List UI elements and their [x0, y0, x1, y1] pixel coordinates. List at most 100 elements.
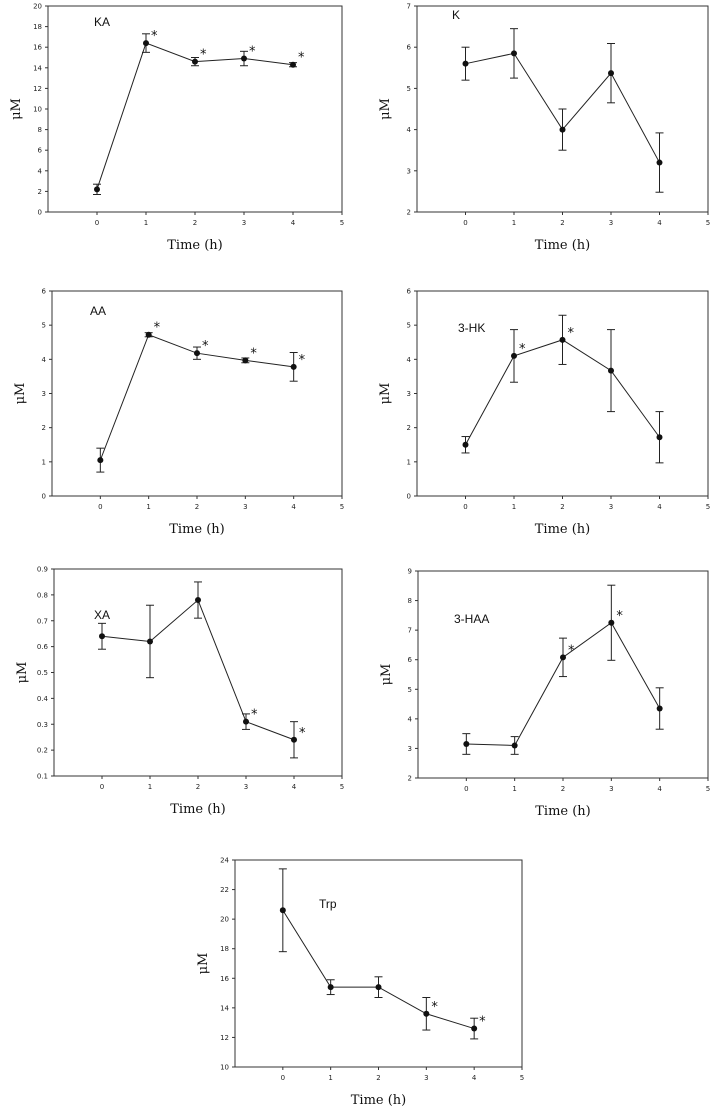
y-tick-label: 16: [220, 975, 229, 983]
y-tick-label: 5: [408, 686, 412, 694]
data-point: [471, 1025, 478, 1032]
data-point: [608, 619, 615, 626]
panel-label: 3-HAA: [454, 612, 489, 626]
y-tick-label: 7: [408, 627, 412, 635]
x-tick-label: 5: [706, 785, 710, 793]
y-tick-label: 4: [407, 126, 412, 134]
panel-label: KA: [94, 15, 110, 29]
x-tick-label: 1: [512, 503, 516, 511]
data-point: [143, 40, 149, 47]
x-tick-label: 1: [328, 1074, 332, 1082]
x-tick-label: 0: [464, 785, 468, 793]
y-tick-label: 5: [407, 85, 411, 93]
x-tick-label: 3: [609, 785, 613, 793]
significance-star: *: [568, 326, 575, 341]
x-tick-label: 2: [196, 783, 200, 791]
x-tick-label: 0: [281, 1074, 285, 1082]
y-tick-label: 0.6: [37, 643, 49, 651]
y-tick-label: 10: [220, 1064, 229, 1072]
significance-star: *: [202, 339, 209, 354]
significance-star: *: [200, 48, 207, 63]
data-point: [462, 441, 469, 448]
y-tick-label: 6: [407, 288, 412, 296]
data-point: [423, 1010, 430, 1017]
x-tick-label: 5: [706, 503, 710, 511]
x-tick-label: 4: [291, 219, 296, 227]
x-axis-title: Time (h): [167, 238, 223, 253]
data-point: [290, 363, 297, 370]
data-point: [560, 654, 566, 661]
x-tick-label: 4: [472, 1074, 477, 1082]
y-tick-label: 16: [33, 44, 42, 52]
data-point: [656, 159, 663, 166]
x-tick-label: 5: [520, 1074, 524, 1082]
data-point: [192, 58, 198, 65]
y-tick-label: 24: [220, 857, 229, 865]
y-tick-label: 3: [42, 390, 46, 398]
data-point: [145, 331, 152, 338]
significance-star: *: [519, 342, 526, 357]
significance-star: *: [151, 29, 158, 44]
series-line: [101, 599, 295, 741]
y-axis-title: μM: [15, 662, 30, 684]
x-tick-label: 3: [243, 503, 247, 511]
y-axis-title: μM: [9, 98, 24, 120]
y-tick-label: 12: [33, 85, 42, 93]
significance-star: *: [299, 726, 306, 741]
panel-label: Trp: [319, 897, 337, 911]
y-axis-title: μM: [196, 953, 211, 975]
x-tick-label: 3: [242, 219, 246, 227]
data-point: [99, 633, 105, 640]
significance-star: *: [616, 609, 623, 624]
x-axis-title: Time (h): [169, 522, 225, 537]
x-tick-label: 1: [512, 785, 516, 793]
x-tick-label: 1: [144, 219, 148, 227]
x-tick-label: 4: [657, 785, 662, 793]
panel-label: K: [452, 8, 460, 22]
y-tick-label: 0.9: [37, 566, 48, 574]
x-tick-label: 5: [340, 219, 344, 227]
data-point: [511, 50, 517, 57]
data-point: [608, 367, 614, 374]
panel-label: 3-HK: [458, 321, 485, 335]
x-tick-label: 2: [560, 219, 564, 227]
y-tick-label: 14: [33, 64, 42, 72]
significance-star: *: [298, 51, 305, 66]
x-tick-label: 2: [193, 219, 197, 227]
y-tick-label: 0.3: [37, 721, 48, 729]
series-line: [282, 910, 475, 1030]
data-point: [559, 126, 566, 133]
chart-panel-2: 0 1 2 3 4 5 6 0 1 2 3 4 5 Time (h) μM AA * * * *: [13, 288, 344, 538]
data-point: [291, 736, 297, 743]
y-tick-label: 20: [220, 916, 229, 924]
plot-frame: [234, 859, 523, 1068]
y-tick-label: 5: [407, 322, 411, 330]
y-tick-label: 1: [42, 458, 46, 466]
y-axis-title: μM: [379, 664, 394, 686]
y-tick-label: 18: [220, 945, 229, 953]
y-tick-label: 2: [408, 775, 412, 783]
data-point: [327, 984, 334, 991]
chart-panel-4: 0.1 0.2 0.3 0.4 0.5 0.6 0.7 0.8 0.9 0 1 2 3 4 5 Time (h…: [15, 566, 344, 818]
x-tick-label: 4: [292, 783, 297, 791]
significance-star: *: [250, 346, 257, 361]
x-axis-title: Time (h): [535, 238, 591, 253]
data-point: [242, 357, 249, 364]
data-point: [147, 638, 153, 645]
y-tick-label: 8: [408, 597, 412, 605]
x-tick-label: 5: [340, 783, 344, 791]
x-tick-label: 1: [148, 783, 152, 791]
panel-label: XA: [94, 608, 110, 622]
x-tick-label: 1: [146, 503, 150, 511]
y-axis-title: μM: [378, 383, 393, 405]
x-tick-label: 3: [244, 783, 248, 791]
y-tick-label: 5: [42, 322, 46, 330]
data-point: [243, 718, 249, 725]
x-tick-label: 0: [98, 503, 102, 511]
y-tick-label: 10: [33, 106, 42, 114]
y-tick-label: 3: [408, 745, 412, 753]
y-tick-label: 2: [38, 188, 42, 196]
